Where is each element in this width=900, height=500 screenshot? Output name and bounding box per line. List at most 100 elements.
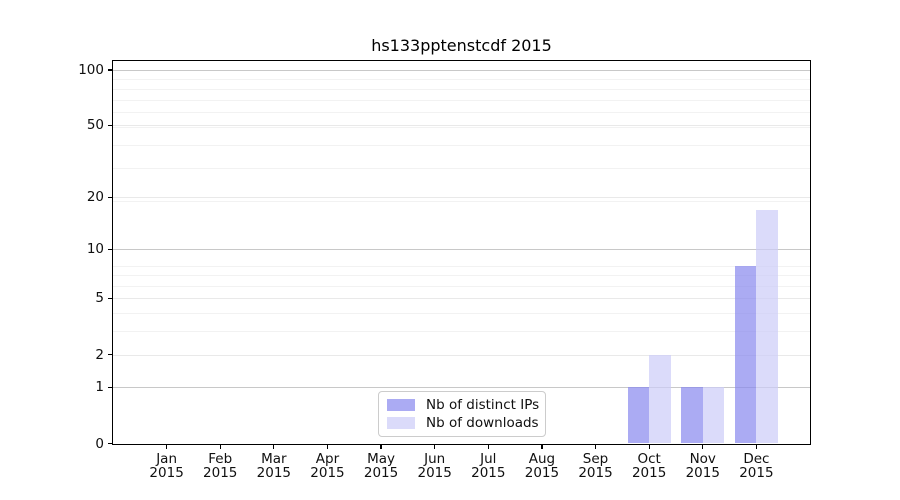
y-gridline-minor bbox=[113, 88, 810, 90]
bar-nb-of-downloads-dec bbox=[756, 209, 778, 444]
y-gridline bbox=[113, 70, 810, 71]
y-tick bbox=[107, 297, 113, 300]
y-tick-label: 0 bbox=[95, 435, 104, 452]
bar-nb-of-downloads-nov bbox=[702, 387, 725, 444]
x-tick-label-apr: Apr 2015 bbox=[292, 450, 362, 481]
x-tick bbox=[326, 443, 329, 449]
x-tick bbox=[219, 443, 221, 449]
legend-swatch-nb-of-distinct-ips bbox=[387, 398, 415, 412]
x-tick bbox=[702, 443, 704, 449]
y-tick bbox=[107, 69, 113, 71]
x-tick-month: Jan bbox=[156, 450, 178, 467]
x-tick-month: Aug bbox=[528, 450, 556, 467]
x-tick-year: 2015 bbox=[631, 465, 667, 481]
legend-label: Nb of downloads bbox=[426, 415, 539, 431]
y-gridline bbox=[113, 249, 810, 251]
bar-nb-of-distinct-ips-nov bbox=[681, 387, 703, 444]
y-gridline bbox=[113, 197, 810, 199]
legend-item: Nb of downloads bbox=[386, 414, 539, 432]
y-tick bbox=[107, 386, 113, 388]
y-gridline-minor bbox=[113, 126, 810, 128]
y-tick bbox=[107, 124, 113, 126]
x-tick-year: 2015 bbox=[256, 465, 292, 481]
x-tick-label-jan: Jan 2015 bbox=[132, 450, 202, 481]
x-tick bbox=[648, 443, 650, 449]
y-tick bbox=[107, 353, 113, 356]
x-tick bbox=[434, 443, 436, 449]
chart-title: hs133pptenstcdf 2015 bbox=[371, 36, 552, 55]
y-gridline bbox=[113, 354, 810, 356]
y-gridline-minor bbox=[113, 265, 810, 267]
y-tick-label: 10 bbox=[86, 241, 104, 258]
x-tick-year: 2015 bbox=[149, 465, 184, 481]
x-tick-year: 2015 bbox=[739, 465, 774, 481]
y-tick-label: 100 bbox=[78, 62, 104, 78]
x-tick bbox=[166, 443, 168, 449]
y-tick bbox=[107, 442, 113, 445]
y-gridline-minor bbox=[113, 331, 810, 333]
bar-nb-of-distinct-ips-dec bbox=[734, 265, 757, 444]
y-gridline-minor bbox=[113, 201, 810, 203]
x-tick-month: Jun bbox=[424, 450, 446, 467]
x-tick-label-jul: Jul 2015 bbox=[453, 450, 523, 481]
y-gridline-minor bbox=[113, 112, 810, 114]
legend: Nb of distinct IPs Nb of downloads bbox=[378, 391, 546, 437]
x-tick-label-sep: Sep 2015 bbox=[561, 450, 631, 481]
x-tick-year: 2015 bbox=[417, 465, 452, 481]
y-tick-label: 5 bbox=[95, 290, 104, 307]
x-tick-label-feb: Feb 2015 bbox=[185, 450, 255, 481]
y-tick bbox=[107, 248, 113, 251]
x-tick-month: Apr bbox=[315, 450, 340, 467]
y-gridline-minor bbox=[113, 275, 810, 277]
y-gridline-minor bbox=[113, 286, 810, 288]
y-tick bbox=[107, 196, 113, 198]
x-tick-year: 2015 bbox=[310, 465, 345, 481]
x-tick bbox=[487, 443, 489, 449]
x-tick-year: 2015 bbox=[578, 465, 613, 481]
x-tick-label-oct: Oct 2015 bbox=[614, 450, 684, 481]
x-tick-month: Nov bbox=[689, 450, 716, 467]
x-tick-year: 2015 bbox=[524, 465, 560, 481]
y-gridline-minor bbox=[113, 144, 810, 146]
x-tick bbox=[594, 443, 597, 449]
x-tick-month: Sep bbox=[582, 450, 609, 467]
x-tick-year: 2015 bbox=[203, 465, 238, 481]
y-gridline bbox=[113, 298, 810, 300]
x-tick-label-mar: Mar 2015 bbox=[239, 450, 309, 481]
y-tick-label: 50 bbox=[86, 117, 104, 134]
bar-nb-of-downloads-oct bbox=[649, 354, 671, 444]
y-gridline bbox=[113, 387, 810, 389]
x-tick-month: Dec bbox=[743, 450, 770, 467]
x-tick-month: Feb bbox=[208, 450, 233, 467]
legend-label: Nb of distinct IPs bbox=[426, 397, 540, 413]
y-tick-label: 20 bbox=[86, 189, 104, 206]
y-gridline-minor bbox=[113, 79, 810, 81]
x-tick-label-jun: Jun 2015 bbox=[400, 450, 470, 481]
y-gridline bbox=[113, 125, 810, 127]
x-tick-label-dec: Dec 2015 bbox=[721, 450, 791, 481]
x-tick-label-may: May 2015 bbox=[346, 450, 416, 481]
legend-item: Nb of distinct IPs bbox=[386, 396, 540, 414]
y-tick-label: 2 bbox=[95, 346, 104, 363]
x-tick bbox=[541, 443, 543, 449]
x-tick-label-aug: Aug 2015 bbox=[507, 450, 577, 481]
y-gridline-minor bbox=[113, 99, 810, 101]
y-tick-label: 1 bbox=[95, 379, 104, 396]
y-gridline-minor bbox=[113, 168, 810, 170]
x-tick-month: May bbox=[367, 450, 396, 467]
plot-area bbox=[112, 60, 811, 445]
x-tick bbox=[380, 443, 382, 449]
x-tick-year: 2015 bbox=[471, 465, 506, 481]
y-gridline-minor bbox=[113, 313, 810, 315]
x-tick-year: 2015 bbox=[685, 465, 720, 481]
x-tick bbox=[755, 443, 757, 449]
x-tick-month: Jul bbox=[480, 450, 497, 467]
x-tick-year: 2015 bbox=[363, 465, 399, 481]
x-tick-label-nov: Nov 2015 bbox=[668, 450, 738, 481]
bar-nb-of-distinct-ips-oct bbox=[627, 387, 650, 444]
x-tick-month: Oct bbox=[637, 450, 661, 467]
legend-swatch-nb-of-downloads bbox=[387, 416, 415, 430]
x-tick-month: Mar bbox=[261, 450, 287, 467]
x-tick bbox=[273, 443, 275, 449]
